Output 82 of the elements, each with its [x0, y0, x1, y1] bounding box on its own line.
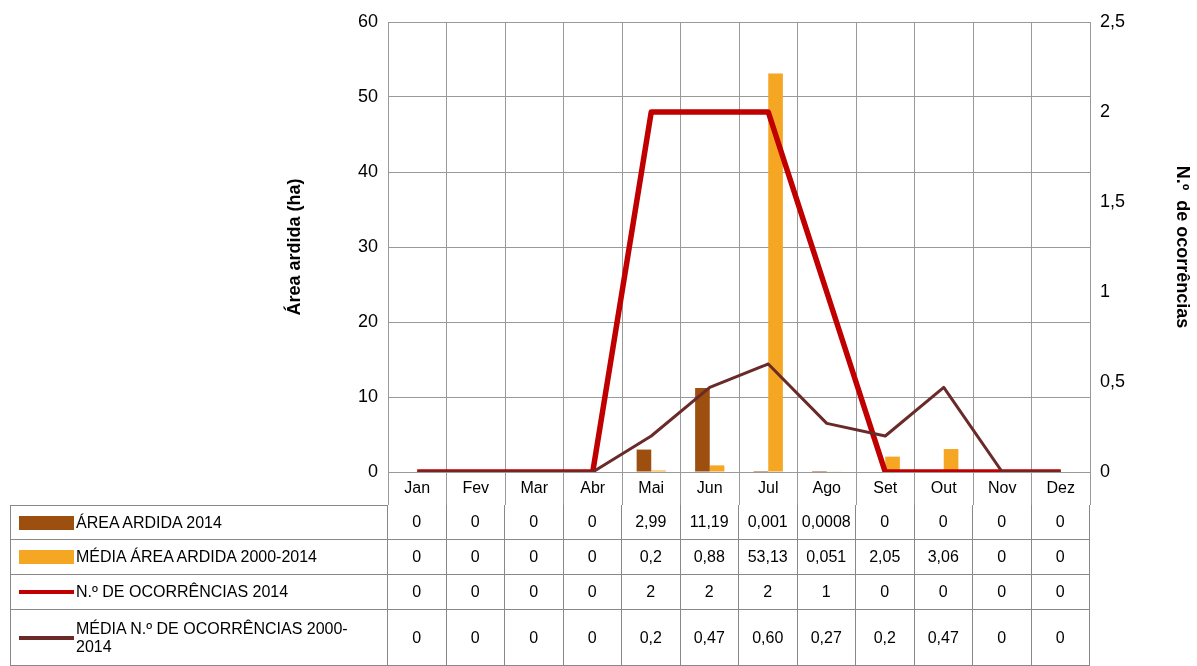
data-label: 2,05 [856, 540, 915, 575]
y-axis-title: Área ardida (ha) [282, 178, 304, 316]
data-label: 0,27 [797, 610, 856, 666]
bar [709, 465, 725, 472]
x-tick-label: Jul [758, 479, 779, 497]
x-tick-label: Mar [520, 479, 549, 497]
x-tick-label: Set [873, 479, 898, 497]
data-label: 0,60 [739, 610, 798, 666]
data-label: 0 [563, 505, 622, 540]
data-label: 2 [739, 575, 798, 610]
y-tick-label: 10 [357, 385, 378, 406]
bar [768, 73, 783, 472]
data-label: 0 [973, 575, 1032, 610]
x-tick-label: Jun [696, 479, 723, 497]
y-tick-label: 0 [367, 460, 378, 481]
data-label: 0,001 [739, 505, 798, 540]
data-label: 0,88 [680, 540, 739, 575]
bar [695, 388, 710, 472]
data-label: 0 [856, 575, 915, 610]
data-label: 0 [856, 505, 915, 540]
data-label: 0 [563, 610, 622, 666]
data-label: 0 [505, 505, 564, 540]
data-label: 0 [388, 575, 447, 610]
data-label: 0 [914, 575, 973, 610]
data-label: 11,19 [680, 505, 739, 540]
data-label: 0 [1031, 505, 1090, 540]
data-label: 0 [1031, 610, 1090, 666]
data-label: 0 [914, 505, 973, 540]
data-label: 0,2 [856, 610, 915, 666]
data-label: 0 [446, 575, 505, 610]
data-label: 0 [388, 505, 447, 540]
data-label: 0,0008 [797, 505, 856, 540]
data-label: 0,051 [797, 540, 856, 575]
data-label: 0 [1031, 575, 1090, 610]
data-label: 2,99 [622, 505, 681, 540]
bar [636, 449, 652, 472]
y2-tick-label: 1,5 [1100, 190, 1126, 211]
data-label: 0,47 [680, 610, 739, 666]
data-label: 0,47 [914, 610, 973, 666]
y-tick-label: 20 [357, 310, 378, 331]
y2-tick-label: 2,5 [1100, 10, 1126, 31]
data-label: 0 [563, 540, 622, 575]
data-label: 0 [1031, 540, 1090, 575]
x-tick-label: Fev [462, 479, 490, 497]
y-tick-label: 50 [357, 85, 378, 106]
legend-label: ÁREA ARDIDA 2014 [76, 513, 222, 532]
data-label: 0 [973, 540, 1032, 575]
x-tick-label: Nov [988, 479, 1017, 497]
x-tick-label: Mai [638, 479, 665, 497]
data-label: 2 [680, 575, 739, 610]
x-tick-label: Out [930, 479, 958, 497]
data-label: 2 [622, 575, 681, 610]
x-tick-label: Jan [404, 479, 431, 497]
data-label: 0 [388, 540, 447, 575]
data-label: 53,13 [739, 540, 798, 575]
x-tick-label: Abr [580, 479, 606, 497]
y-tick-label: 60 [357, 10, 378, 31]
data-label: 0 [973, 610, 1032, 666]
data-label: 1 [797, 575, 856, 610]
y2-tick-label: 0 [1100, 460, 1111, 481]
data-label: 0 [505, 540, 564, 575]
legend-label: N.º DE OCORRÊNCIAS 2014 [76, 583, 289, 601]
y2-tick-label: 1 [1100, 280, 1111, 301]
y2-tick-label: 0,5 [1100, 370, 1126, 391]
x-tick-label: Dez [1046, 479, 1075, 497]
data-label: 0 [505, 610, 564, 666]
x-tick-label: Ago [812, 479, 842, 497]
data-label: 0 [973, 505, 1032, 540]
data-label: 0 [446, 540, 505, 575]
data-label: 0,2 [622, 610, 681, 666]
data-label: 0 [446, 505, 505, 540]
data-label: 0 [446, 610, 505, 666]
y-tick-label: 30 [357, 235, 378, 256]
data-label: 0 [505, 575, 564, 610]
y-tick-label: 40 [357, 160, 378, 181]
legend-label: MÉDIA N.º DE OCORRÊNCIAS 2000-2014 [76, 619, 349, 656]
data-label: 3,06 [914, 540, 973, 575]
y2-axis-title: N.º de ocorrências [1173, 165, 1194, 329]
data-label: 0,2 [622, 540, 681, 575]
legend-label: MÉDIA ÁREA ARDIDA 2000-2014 [76, 548, 318, 566]
data-label: 0 [563, 575, 622, 610]
y2-tick-label: 2 [1100, 100, 1111, 121]
